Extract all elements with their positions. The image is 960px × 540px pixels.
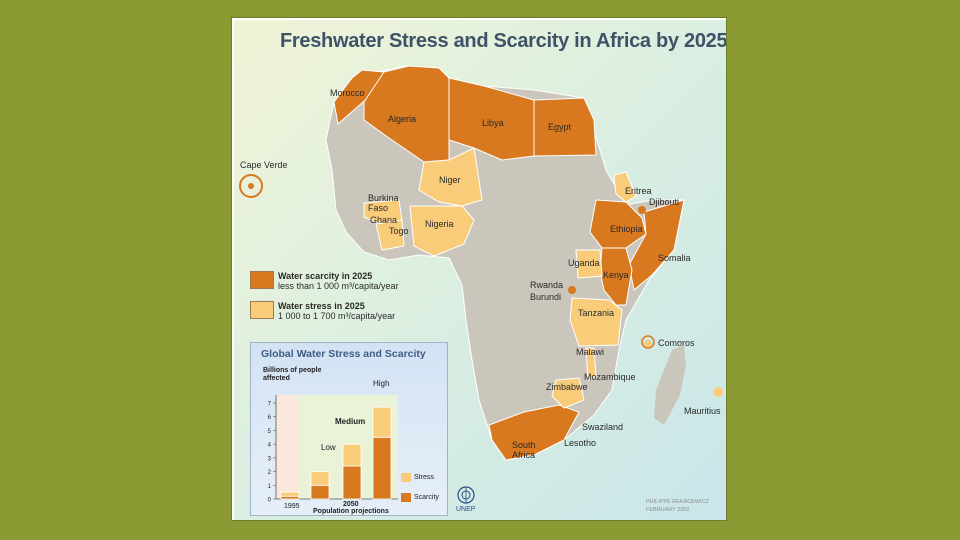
inset-year-2050: 2050 — [343, 501, 359, 508]
bar-stress-3 — [372, 406, 392, 438]
inset-projections-label: Population projections — [313, 508, 389, 515]
y-tick-label: 4 — [268, 443, 272, 449]
unep-text: UNEP — [456, 506, 476, 513]
ghana-togo-region — [375, 219, 405, 251]
un-emblem-icon — [457, 486, 475, 504]
label-morocco: Morocco — [330, 88, 365, 98]
rwanda-burundi-region — [568, 286, 576, 294]
label-comoros: Comoros — [658, 338, 695, 348]
y-tick-label: 1 — [268, 484, 272, 490]
nigeria-region — [409, 205, 475, 257]
africa-map — [239, 65, 723, 461]
y-tick-label: 0 — [268, 498, 272, 504]
label-tanzania: Tanzania — [578, 308, 615, 318]
egypt-region — [533, 97, 597, 157]
map-panel: Freshwater Stress and Scarcity in Africa… — [234, 20, 726, 520]
label-togo: Togo — [389, 226, 409, 236]
credit-text: PHILIPPE REKACEWICZ FEBRUARY 2002 — [646, 499, 709, 513]
bar-scarcity-2 — [342, 465, 362, 500]
legend-stress-desc: 1 000 to 1 700 m³/capita/year — [278, 311, 396, 321]
label-eritrea: Eritrea — [625, 186, 652, 196]
bar-scarcity-1 — [310, 484, 330, 500]
label-ethiopia: Ethiopia — [610, 224, 643, 234]
label-mozambique: Mozambique — [584, 372, 636, 382]
ethiopia-region — [589, 199, 647, 249]
inset-scenario-medium: Medium — [335, 417, 366, 426]
label-burkina-faso: Burkina Faso — [368, 193, 399, 213]
legend-stress: Water stress in 2025 1 000 to 1 700 m³/c… — [250, 301, 395, 321]
eritrea-region — [613, 171, 637, 203]
inset-ylabel: Billions of people affected — [263, 367, 322, 382]
inset-legend-scarcity-swatch — [401, 493, 411, 502]
label-mauritius: Mauritius — [684, 406, 721, 416]
uganda-region — [575, 249, 603, 279]
djibouti-region — [638, 206, 646, 214]
y-tick-label: 5 — [268, 429, 272, 435]
inset-legend-stress-swatch — [401, 473, 411, 482]
comoros-marker — [641, 335, 655, 349]
label-cape-verde: Cape Verde — [240, 160, 288, 170]
cape-verde-islands — [248, 183, 254, 189]
label-egypt: Egypt — [548, 122, 572, 132]
inset-scenario-low: Low — [321, 443, 336, 452]
zimbabwe-region — [551, 377, 585, 409]
bar-scarcity-0 — [280, 495, 300, 500]
libya-region — [448, 77, 535, 161]
niger-region — [418, 147, 483, 207]
unep-logo: UNEP — [456, 486, 475, 513]
label-somalia: Somalia — [658, 253, 691, 263]
label-nigeria: Nigeria — [425, 219, 454, 229]
legend-scarcity-swatch — [250, 271, 274, 289]
global-water-inset: Global Water Stress and Scarcity Billion… — [250, 342, 448, 516]
malawi-region — [585, 347, 597, 381]
inset-scenario-high: High — [373, 379, 390, 388]
label-niger: Niger — [439, 175, 461, 185]
label-malawi: Malawi — [576, 347, 605, 357]
label-south-africa: South Africa — [512, 440, 536, 460]
label-burundi: Burundi — [530, 292, 562, 302]
label-libya: Libya — [482, 118, 504, 128]
label-kenya: Kenya — [603, 270, 629, 280]
legend-scarcity-title: Water scarcity in 2025 — [278, 271, 373, 281]
bar-scarcity-3 — [372, 436, 392, 500]
inset-legend-scarcity: Scarcity — [414, 494, 439, 501]
bar-stress-0 — [280, 491, 300, 497]
label-uganda: Uganda — [568, 258, 600, 268]
slide-frame: Freshwater Stress and Scarcity in Africa… — [231, 17, 727, 521]
label-rwanda: Rwanda — [530, 280, 564, 290]
inset-legend-stress: Stress — [414, 474, 434, 481]
y-tick-label: 2 — [268, 470, 272, 476]
label-ghana: Ghana — [370, 215, 398, 225]
tanzania-region — [569, 297, 623, 347]
period-1995-band — [276, 395, 298, 499]
inset-title: Global Water Stress and Scarcity — [261, 348, 426, 360]
bar-stress-1 — [310, 471, 330, 486]
label-algeria: Algeria — [388, 114, 417, 124]
somalia-region — [628, 199, 685, 291]
label-zimbabwe: Zimbabwe — [546, 382, 588, 392]
map-title: Freshwater Stress and Scarcity in Africa… — [280, 30, 726, 52]
bar-stress-2 — [342, 443, 362, 467]
inset-bar-chart: 0 1 2 3 4 5 6 7 — [268, 395, 411, 504]
label-lesotho: Lesotho — [564, 438, 597, 448]
mauritius-region — [713, 387, 723, 397]
legend-stress-title: Water stress in 2025 — [278, 301, 365, 311]
inset-year-1995: 1995 — [284, 503, 300, 510]
label-djibouti: Djibouti — [649, 197, 680, 207]
y-tick-label: 3 — [268, 456, 272, 462]
cape-verde-marker — [239, 174, 263, 198]
comoros-region — [644, 340, 653, 348]
label-swaziland: Swaziland — [582, 422, 624, 432]
south-africa-region — [488, 404, 580, 461]
legend-stress-swatch — [250, 301, 274, 319]
madagascar-landmass — [654, 345, 686, 425]
y-tick-label: 6 — [268, 415, 272, 421]
y-tick-label: 7 — [268, 402, 272, 408]
legend-scarcity-desc: less than 1 000 m³/capita/year — [278, 281, 399, 291]
legend-scarcity: Water scarcity in 2025 less than 1 000 m… — [250, 271, 399, 291]
